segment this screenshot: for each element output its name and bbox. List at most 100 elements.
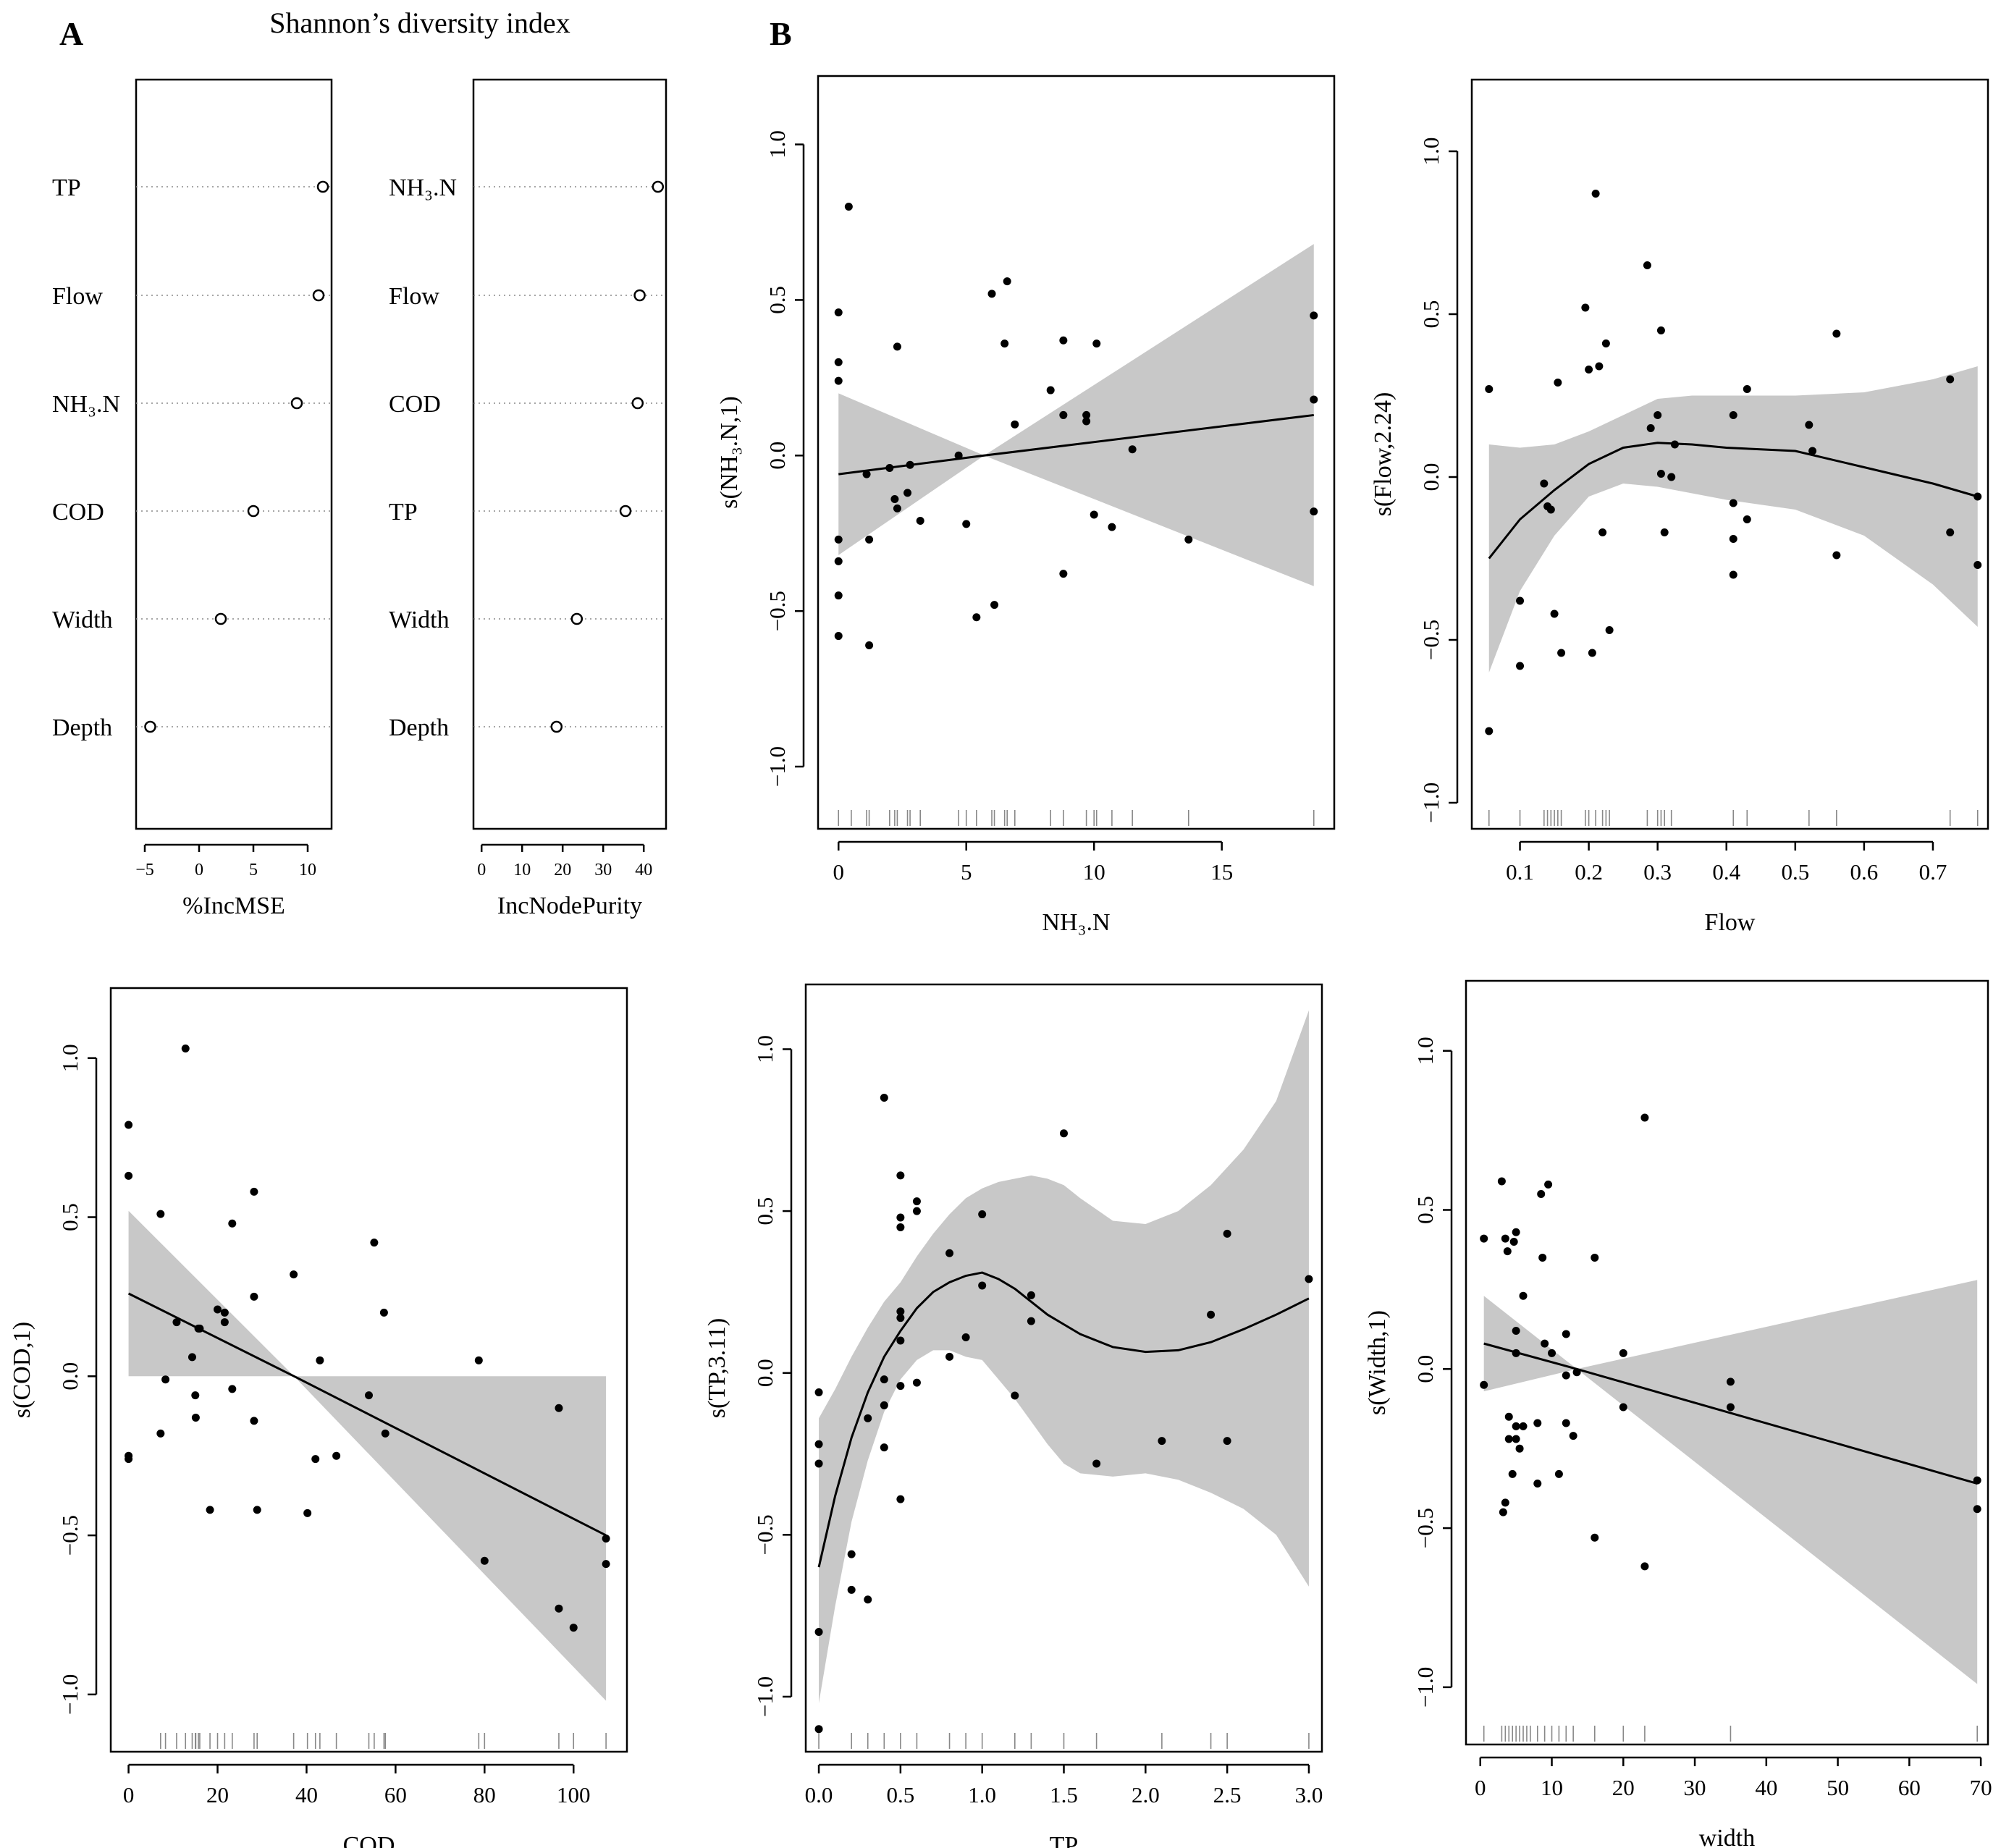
- data-point: [916, 517, 924, 526]
- x-tick-label: 5: [249, 861, 258, 879]
- data-point: [206, 1506, 214, 1514]
- importance-point: [631, 397, 644, 410]
- data-point: [1501, 1498, 1509, 1507]
- data-point: [880, 1443, 888, 1452]
- data-point: [303, 1509, 312, 1517]
- data-point: [1092, 339, 1101, 348]
- data-point: [1158, 1437, 1166, 1446]
- data-point: [896, 1171, 905, 1180]
- data-point: [1656, 326, 1665, 334]
- data-point: [1184, 535, 1193, 544]
- data-point: [1512, 1228, 1520, 1236]
- data-point: [1515, 1444, 1524, 1453]
- data-point: [125, 1455, 133, 1464]
- data-point: [250, 1417, 258, 1425]
- y-tick-label: 0.0: [1412, 1355, 1438, 1383]
- data-point: [569, 1624, 578, 1632]
- data-point: [1557, 649, 1566, 657]
- data-point: [1512, 1422, 1520, 1430]
- data-point: [1726, 1377, 1735, 1386]
- data-point: [602, 1560, 610, 1569]
- data-point: [1011, 420, 1019, 429]
- x-tick-label: 0.5: [1781, 859, 1809, 885]
- data-point: [844, 202, 853, 211]
- data-point: [834, 535, 843, 544]
- y-tick-label: 0.5: [764, 286, 790, 314]
- x-axis-label: %IncMSE: [182, 893, 285, 919]
- x-tick-label: 1.0: [968, 1782, 996, 1807]
- data-point: [1743, 515, 1751, 523]
- y-tick-label: −1.0: [1412, 1667, 1438, 1708]
- x-tick-label: 100: [557, 1782, 591, 1807]
- data-point: [1595, 362, 1604, 371]
- data-point: [1743, 385, 1751, 393]
- data-point: [1729, 411, 1737, 419]
- y-tick-label: −1.0: [752, 1676, 778, 1717]
- importance-point: [652, 180, 665, 193]
- x-tick-label: 20: [1612, 1775, 1635, 1800]
- data-point: [896, 1223, 905, 1231]
- y-tick-label: −0.5: [57, 1515, 83, 1556]
- x-tick-label: 15: [1210, 859, 1233, 885]
- data-point: [1572, 1368, 1581, 1377]
- data-point: [1538, 1253, 1547, 1262]
- data-point: [188, 1353, 196, 1362]
- data-point: [1516, 596, 1525, 605]
- data-point: [290, 1270, 298, 1279]
- data-point: [1548, 1349, 1556, 1357]
- fitted-smooth-line: [127, 1292, 607, 1537]
- data-point: [1310, 395, 1318, 404]
- y-tick-label: 0.5: [1418, 300, 1444, 329]
- data-point: [978, 1281, 987, 1290]
- data-point: [1000, 339, 1009, 348]
- data-point: [172, 1318, 181, 1327]
- data-point: [220, 1318, 229, 1327]
- data-point: [125, 1171, 133, 1180]
- importance-point: [619, 505, 632, 518]
- x-tick-label: 10: [513, 861, 531, 879]
- plot-frame: [1470, 78, 1989, 830]
- data-point: [191, 1413, 200, 1422]
- x-axis-label: NH₃.N: [1042, 909, 1110, 936]
- data-point: [1588, 649, 1596, 657]
- x-tick-label: 0.0: [805, 1782, 833, 1807]
- confidence-band: [838, 244, 1314, 586]
- x-tick-label: 0.4: [1712, 859, 1740, 885]
- data-point: [896, 1336, 905, 1345]
- y-tick-label: −1.0: [1418, 782, 1444, 823]
- data-point: [1729, 499, 1737, 507]
- data-point: [912, 1207, 921, 1215]
- data-point: [125, 1121, 133, 1129]
- data-point: [1973, 1476, 1981, 1485]
- data-point: [1946, 528, 1955, 536]
- x-tick-label: 5: [961, 859, 972, 885]
- variable-label: Width: [52, 607, 113, 633]
- data-point: [1554, 1469, 1563, 1478]
- data-point: [1509, 1237, 1518, 1246]
- data-point: [862, 470, 871, 478]
- data-point: [896, 1382, 905, 1391]
- data-point: [1544, 1180, 1553, 1189]
- data-point: [1640, 1113, 1649, 1122]
- data-point: [912, 1378, 921, 1387]
- y-tick-label: 0.5: [752, 1197, 778, 1225]
- importance-point: [214, 612, 227, 625]
- data-point: [250, 1187, 258, 1196]
- y-tick-label: −1.0: [764, 746, 790, 787]
- data-point: [1585, 366, 1593, 374]
- y-tick-label: 0.5: [57, 1203, 83, 1231]
- data-point: [1656, 470, 1665, 478]
- x-axis-label: width: [1699, 1825, 1755, 1848]
- x-tick-label: 60: [384, 1782, 407, 1807]
- data-point: [474, 1356, 483, 1364]
- x-tick-label: 20: [206, 1782, 229, 1807]
- data-point: [954, 451, 963, 460]
- data-point: [1540, 479, 1549, 488]
- y-tick-label: −0.5: [1418, 620, 1444, 660]
- data-point: [1499, 1508, 1507, 1516]
- data-point: [1480, 1380, 1488, 1389]
- confidence-band: [128, 1210, 607, 1701]
- data-point: [1059, 410, 1068, 419]
- y-tick-label: 0.0: [752, 1359, 778, 1387]
- data-point: [1480, 1234, 1488, 1243]
